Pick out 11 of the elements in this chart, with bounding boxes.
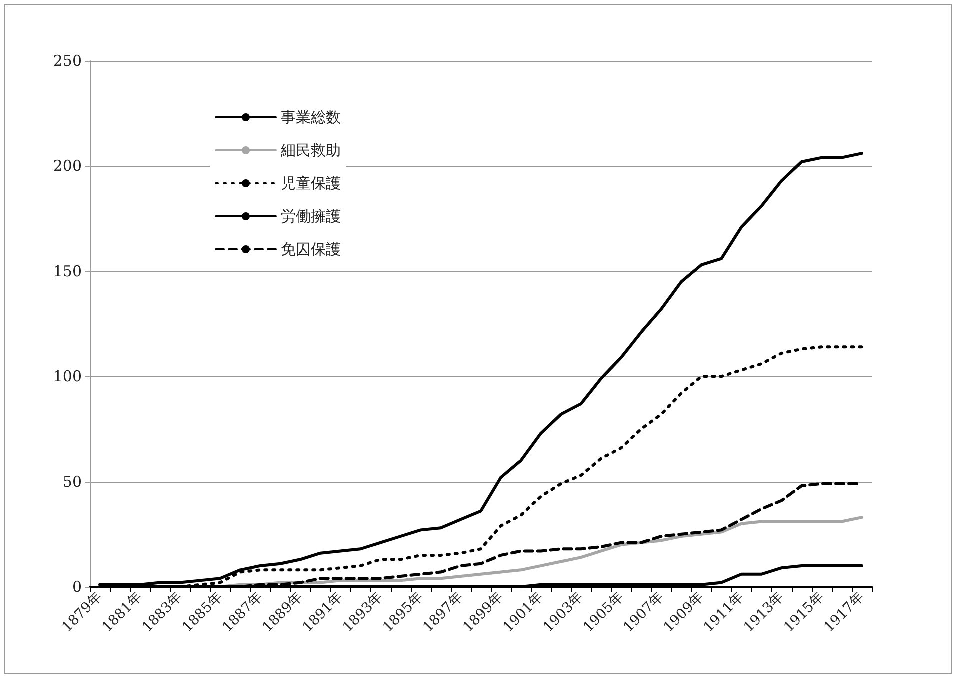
y-tick-label: 150	[53, 262, 82, 280]
legend-label: 免囚保護	[281, 240, 341, 258]
y-tick-label: 0	[72, 578, 82, 596]
legend-label: 事業総数	[281, 108, 341, 126]
y-tick-label: 50	[62, 472, 82, 491]
y-tick-label: 250	[53, 52, 82, 70]
y-tick-label: 100	[53, 368, 82, 386]
legend-label: 細民救助	[280, 142, 341, 160]
y-tick-label: 200	[53, 157, 82, 176]
legend-label: 児童保護	[281, 174, 341, 192]
legend-label: 労働擁護	[281, 208, 341, 226]
